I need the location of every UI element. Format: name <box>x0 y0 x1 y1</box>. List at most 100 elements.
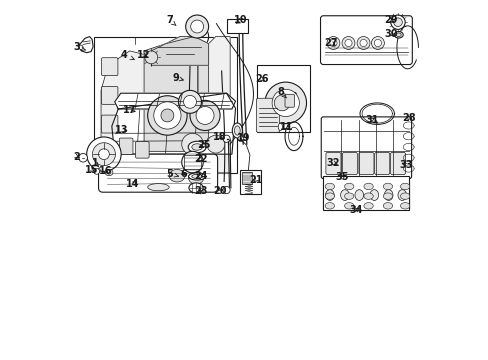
Ellipse shape <box>147 184 169 191</box>
Circle shape <box>206 135 224 153</box>
Circle shape <box>329 40 336 46</box>
Circle shape <box>271 89 299 117</box>
FancyBboxPatch shape <box>342 152 357 175</box>
Bar <box>257 65 309 132</box>
Ellipse shape <box>400 203 409 209</box>
Ellipse shape <box>393 32 403 38</box>
Ellipse shape <box>384 190 392 201</box>
Text: 31: 31 <box>365 115 378 125</box>
Circle shape <box>153 102 181 129</box>
Ellipse shape <box>184 169 207 188</box>
Circle shape <box>341 37 354 49</box>
Ellipse shape <box>363 203 372 209</box>
FancyBboxPatch shape <box>374 152 389 175</box>
Text: 19: 19 <box>237 133 250 143</box>
Ellipse shape <box>344 193 353 199</box>
Text: 20: 20 <box>213 186 226 197</box>
FancyBboxPatch shape <box>285 94 294 107</box>
Text: 1: 1 <box>91 158 98 168</box>
Ellipse shape <box>397 190 406 201</box>
Text: 22: 22 <box>194 154 207 164</box>
Ellipse shape <box>191 174 202 179</box>
Ellipse shape <box>395 33 400 37</box>
Ellipse shape <box>383 183 392 190</box>
Ellipse shape <box>383 203 392 209</box>
Bar <box>242 172 252 184</box>
Text: 13: 13 <box>115 125 128 135</box>
Ellipse shape <box>363 183 372 190</box>
Ellipse shape <box>169 170 184 182</box>
Ellipse shape <box>369 190 378 201</box>
Circle shape <box>99 149 109 159</box>
Circle shape <box>196 107 214 125</box>
Text: 2: 2 <box>74 152 80 162</box>
Circle shape <box>344 40 351 46</box>
Text: 3: 3 <box>74 42 86 52</box>
Circle shape <box>185 15 208 38</box>
Text: 21: 21 <box>249 175 262 185</box>
Text: 29: 29 <box>383 15 397 26</box>
Polygon shape <box>101 37 230 173</box>
Text: 27: 27 <box>324 38 337 48</box>
Ellipse shape <box>188 172 203 184</box>
Ellipse shape <box>344 203 353 209</box>
Text: 10: 10 <box>234 15 247 26</box>
Text: 8: 8 <box>276 87 286 98</box>
FancyBboxPatch shape <box>389 152 405 175</box>
Circle shape <box>371 37 384 49</box>
Text: 11: 11 <box>280 122 293 132</box>
Circle shape <box>86 137 121 171</box>
FancyBboxPatch shape <box>101 115 118 133</box>
Circle shape <box>182 134 203 155</box>
Ellipse shape <box>400 193 409 199</box>
Ellipse shape <box>164 166 189 185</box>
Polygon shape <box>112 93 235 154</box>
Bar <box>323 181 408 210</box>
Circle shape <box>326 37 339 49</box>
Circle shape <box>223 135 230 142</box>
Text: 25: 25 <box>197 140 211 150</box>
Circle shape <box>182 151 203 173</box>
Bar <box>183 155 201 169</box>
Ellipse shape <box>325 203 334 209</box>
Circle shape <box>359 40 366 46</box>
Ellipse shape <box>325 183 334 190</box>
Text: 24: 24 <box>194 171 207 181</box>
Text: 4: 4 <box>121 50 134 60</box>
Circle shape <box>161 109 174 122</box>
Circle shape <box>373 40 381 46</box>
FancyBboxPatch shape <box>283 93 296 109</box>
Polygon shape <box>151 37 208 65</box>
Text: 32: 32 <box>326 158 340 168</box>
Bar <box>323 176 408 211</box>
Text: 5: 5 <box>165 168 178 179</box>
Bar <box>94 37 237 173</box>
Circle shape <box>147 96 187 135</box>
Text: 9: 9 <box>172 73 183 83</box>
FancyBboxPatch shape <box>256 98 279 132</box>
Circle shape <box>79 45 83 49</box>
Circle shape <box>178 90 201 113</box>
Text: 35: 35 <box>335 172 348 182</box>
Text: 18: 18 <box>212 132 226 142</box>
Circle shape <box>144 51 158 64</box>
FancyBboxPatch shape <box>101 86 118 104</box>
Ellipse shape <box>400 183 409 190</box>
Ellipse shape <box>383 193 392 199</box>
Text: 28: 28 <box>402 113 415 123</box>
Bar <box>226 19 247 33</box>
FancyBboxPatch shape <box>320 16 411 64</box>
Circle shape <box>264 82 306 124</box>
Ellipse shape <box>363 193 372 199</box>
Text: 12: 12 <box>136 50 150 60</box>
Ellipse shape <box>188 173 205 180</box>
Ellipse shape <box>234 126 240 135</box>
Ellipse shape <box>340 190 348 201</box>
Circle shape <box>238 136 244 141</box>
Polygon shape <box>144 37 208 151</box>
FancyBboxPatch shape <box>101 58 118 76</box>
Ellipse shape <box>188 141 206 153</box>
FancyBboxPatch shape <box>325 152 340 175</box>
Ellipse shape <box>344 183 353 190</box>
Bar <box>240 170 261 194</box>
